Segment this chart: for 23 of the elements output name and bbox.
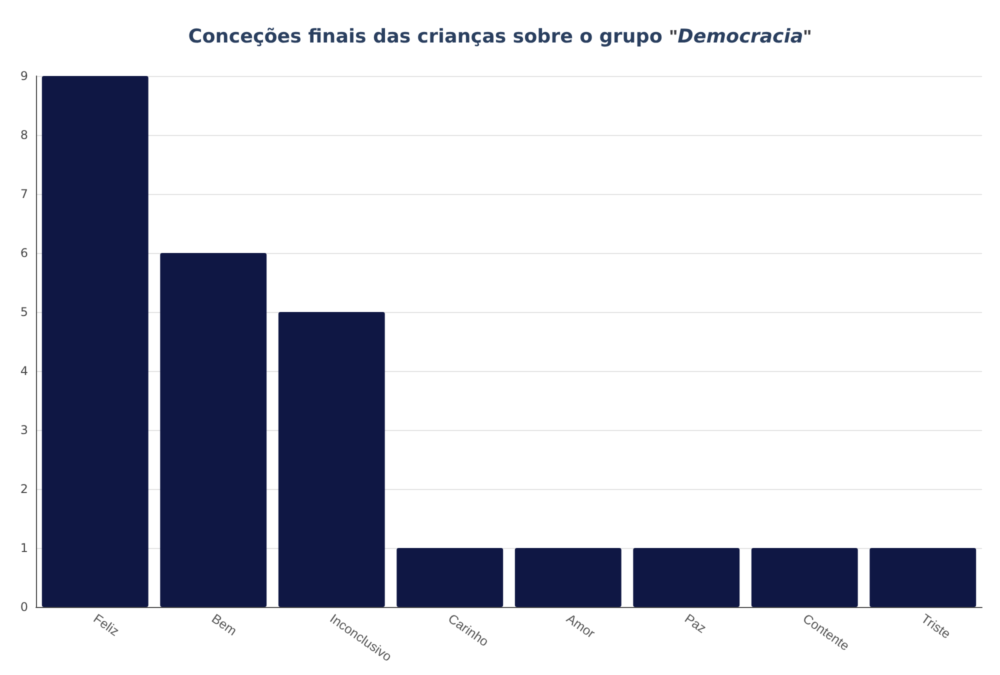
y-tick-label: 1 — [20, 541, 28, 555]
x-tick-label: Amor — [564, 610, 598, 642]
y-tick-label: 5 — [20, 305, 28, 319]
bar — [870, 548, 976, 607]
x-tick-label: Paz — [682, 610, 710, 636]
bar — [278, 312, 385, 607]
y-tick-label: 2 — [20, 482, 28, 496]
y-tick-label: 3 — [20, 423, 28, 437]
y-tick-label: 6 — [20, 246, 28, 260]
bar — [160, 253, 267, 607]
x-tick-label: Feliz — [90, 610, 122, 639]
y-tick-label: 7 — [20, 187, 28, 201]
chart-title: Conceções finais das crianças sobre o grupo "Democracia" — [188, 26, 812, 48]
x-tick-label: Bem — [209, 610, 240, 638]
y-tick-label: 0 — [20, 600, 28, 614]
bar — [396, 548, 504, 607]
bar — [514, 548, 622, 607]
y-tick-label: 8 — [20, 128, 28, 142]
y-tick-label: 9 — [20, 69, 28, 83]
bar — [42, 76, 148, 607]
bar — [751, 548, 858, 607]
bar — [633, 548, 740, 607]
y-tick-label: 4 — [20, 364, 28, 378]
